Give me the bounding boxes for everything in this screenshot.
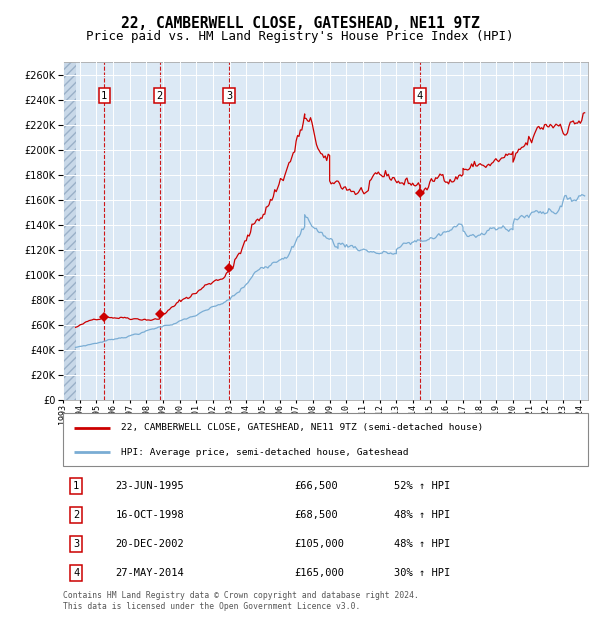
Text: 27-MAY-2014: 27-MAY-2014 [115,568,184,578]
Bar [63,62,76,400]
Text: £68,500: £68,500 [294,510,338,520]
Text: £165,000: £165,000 [294,568,344,578]
Text: HPI: Average price, semi-detached house, Gateshead: HPI: Average price, semi-detached house,… [121,448,408,457]
Text: 4: 4 [417,91,423,101]
Text: 2: 2 [73,510,79,520]
Text: 20-DEC-2002: 20-DEC-2002 [115,539,184,549]
Text: 16-OCT-1998: 16-OCT-1998 [115,510,184,520]
Text: Contains HM Land Registry data © Crown copyright and database right 2024.
This d: Contains HM Land Registry data © Crown c… [63,591,419,611]
Text: 23-JUN-1995: 23-JUN-1995 [115,480,184,491]
Text: £66,500: £66,500 [294,480,338,491]
Text: 3: 3 [73,539,79,549]
Text: 3: 3 [226,91,232,101]
Text: 22, CAMBERWELL CLOSE, GATESHEAD, NE11 9TZ: 22, CAMBERWELL CLOSE, GATESHEAD, NE11 9T… [121,16,479,30]
Text: 48% ↑ HPI: 48% ↑ HPI [394,510,450,520]
Text: £105,000: £105,000 [294,539,344,549]
Text: 30% ↑ HPI: 30% ↑ HPI [394,568,450,578]
Text: 1: 1 [73,480,79,491]
Text: 4: 4 [73,568,79,578]
Text: 22, CAMBERWELL CLOSE, GATESHEAD, NE11 9TZ (semi-detached house): 22, CAMBERWELL CLOSE, GATESHEAD, NE11 9T… [121,423,483,432]
Text: Price paid vs. HM Land Registry's House Price Index (HPI): Price paid vs. HM Land Registry's House … [86,30,514,43]
Text: 1: 1 [101,91,107,101]
Text: 48% ↑ HPI: 48% ↑ HPI [394,539,450,549]
Text: 52% ↑ HPI: 52% ↑ HPI [394,480,450,491]
Text: 2: 2 [157,91,163,101]
FancyBboxPatch shape [63,413,588,466]
